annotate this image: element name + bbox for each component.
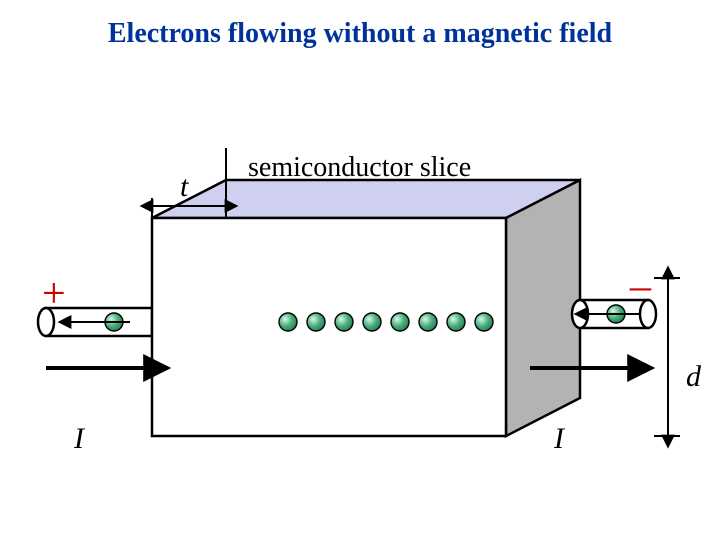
semiconductor-label: semiconductor slice xyxy=(248,152,471,184)
d-label: d xyxy=(686,360,701,394)
I-left-label: I xyxy=(74,422,84,456)
diagram-svg xyxy=(0,0,720,540)
plus-label: + xyxy=(42,270,66,318)
minus-label: _ xyxy=(630,248,651,296)
t-label: t xyxy=(180,170,188,204)
I-right-label: I xyxy=(554,422,564,456)
